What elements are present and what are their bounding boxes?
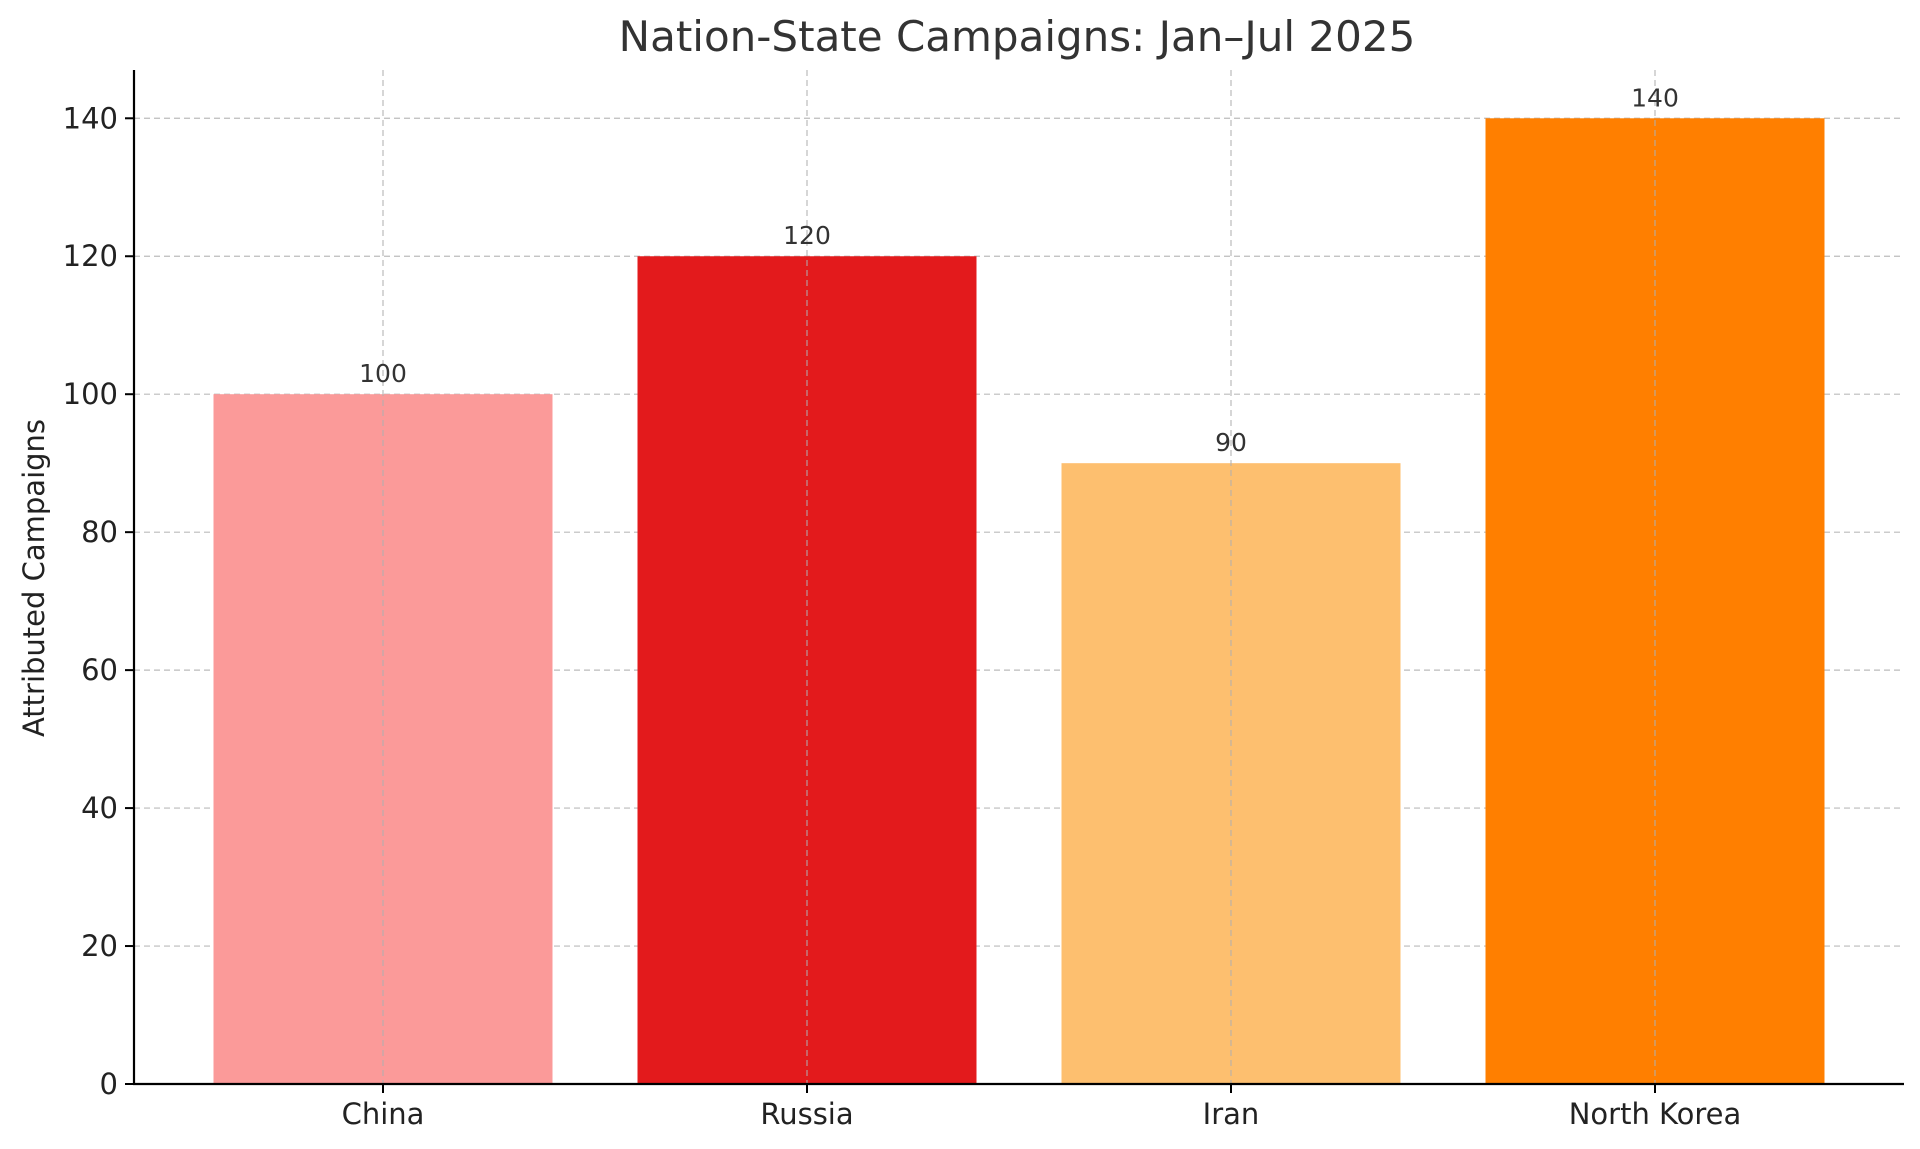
x-tick-label: Iran <box>1203 1097 1260 1131</box>
bar-china <box>213 394 553 1084</box>
y-tick-label: 20 <box>81 929 118 963</box>
x-tick-label: Russia <box>760 1097 853 1131</box>
y-tick-label: 40 <box>81 791 118 825</box>
y-tick-label: 60 <box>81 653 118 687</box>
y-tick-label: 0 <box>100 1067 118 1101</box>
bar-value-label: 140 <box>1631 83 1679 112</box>
chart-title: Nation-State Campaigns: Jan–Jul 2025 <box>619 12 1416 61</box>
bar-value-label: 90 <box>1215 428 1247 457</box>
vertical-grid <box>382 70 1656 1084</box>
bars <box>213 118 1825 1085</box>
bar-value-label: 120 <box>783 221 831 250</box>
data-labels: 100 120 90 140 <box>359 83 1679 457</box>
y-tick-label: 140 <box>63 101 118 135</box>
bar-value-label: 100 <box>359 359 407 388</box>
y-tick-label: 100 <box>63 377 118 411</box>
x-tick-label: China <box>342 1097 425 1131</box>
y-axis-title: Attributed Campaigns <box>17 419 51 737</box>
axes: 0 20 40 60 80 100 120 140 China Russia Iran North K… <box>63 70 1904 1131</box>
x-tick-label: North Korea <box>1569 1097 1742 1131</box>
y-tick-label: 120 <box>63 239 118 273</box>
y-tick-label: 80 <box>81 515 118 549</box>
